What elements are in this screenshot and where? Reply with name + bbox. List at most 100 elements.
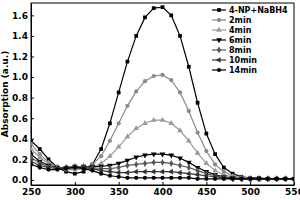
series-marker <box>283 177 287 181</box>
series-marker <box>195 150 201 155</box>
y-tick-label: 0.4 <box>12 134 28 144</box>
x-tick-label: 400 <box>154 187 173 197</box>
series-marker <box>178 90 182 94</box>
legend-label: 4min <box>229 26 252 35</box>
x-tick: 400 <box>154 182 173 197</box>
legend-label: 8min <box>229 46 252 55</box>
series-marker <box>292 177 294 181</box>
x-tick: 350 <box>110 182 129 197</box>
series-marker <box>63 165 68 171</box>
series-marker <box>274 177 278 181</box>
legend-marker <box>217 8 221 12</box>
x-tick: 300 <box>66 182 85 197</box>
series-line <box>31 120 294 179</box>
series-marker <box>266 177 270 181</box>
series-marker <box>292 177 294 181</box>
series-group <box>31 5 294 182</box>
x-tick-mark <box>119 182 120 185</box>
series-marker <box>187 164 191 171</box>
series-line <box>31 75 294 179</box>
series-marker <box>168 154 174 159</box>
legend-entry: 2min <box>212 16 252 25</box>
y-tick-mark <box>31 180 34 181</box>
series-marker <box>81 166 85 170</box>
series-marker <box>73 163 77 170</box>
series-marker <box>257 177 261 181</box>
series-line <box>31 154 294 179</box>
series-marker <box>187 109 191 113</box>
series-marker <box>169 78 173 82</box>
series-marker <box>125 133 131 138</box>
legend-marker <box>217 47 221 54</box>
y-tick-mark <box>31 36 34 37</box>
series-marker <box>283 177 287 181</box>
series-marker <box>125 162 129 169</box>
series-marker <box>150 169 155 175</box>
series-marker <box>143 79 147 83</box>
legend-label: 6min <box>229 36 252 45</box>
series-marker <box>204 132 208 136</box>
series-marker <box>168 120 174 125</box>
legend-entry: 8min <box>212 46 252 55</box>
series-line <box>31 157 294 179</box>
series-marker <box>38 165 42 169</box>
series-marker <box>90 168 94 172</box>
y-tick-label: 0.8 <box>12 93 28 103</box>
series-marker <box>133 169 138 175</box>
series-marker <box>160 159 164 166</box>
series-marker <box>143 16 147 20</box>
x-tick-mark <box>206 182 207 185</box>
series-marker <box>177 127 183 132</box>
series-marker <box>161 5 165 9</box>
series-marker <box>213 152 217 156</box>
series-marker <box>169 13 173 17</box>
series-marker <box>152 74 156 78</box>
y-tick-mark <box>31 15 34 16</box>
x-tick-label: 250 <box>22 187 41 197</box>
x-tick-label: 300 <box>66 187 85 197</box>
y-tick-mark <box>31 118 34 119</box>
series-marker <box>187 65 191 69</box>
legend-entry: 4min <box>212 26 252 35</box>
series-marker <box>177 157 183 162</box>
series-marker <box>117 91 121 95</box>
series-marker <box>160 117 166 122</box>
y-tick-label: 1.6 <box>12 11 28 21</box>
series-marker <box>248 177 252 181</box>
series-marker <box>212 167 218 172</box>
series-marker <box>31 162 33 166</box>
x-tick-mark <box>75 182 76 185</box>
y-tick-label: 1.0 <box>12 72 28 82</box>
series-marker <box>133 125 139 130</box>
series-marker <box>169 160 173 167</box>
series-marker <box>99 172 103 176</box>
series-marker <box>37 154 43 159</box>
legend-label: 14min <box>229 66 257 75</box>
series-marker <box>133 156 139 161</box>
y-tick: 1.6 <box>12 11 34 21</box>
legend-entry: 14min <box>212 66 257 75</box>
series-marker <box>31 146 34 151</box>
series-marker <box>31 142 33 146</box>
y-tick: 1.2 <box>12 52 34 62</box>
y-tick: 0.6 <box>12 114 34 124</box>
series-marker <box>134 176 138 180</box>
x-tick-label: 350 <box>110 187 129 197</box>
chart: 2503003504004505005500.00.20.40.60.81.01… <box>0 0 300 200</box>
series-marker <box>64 166 68 170</box>
series-marker <box>230 176 236 181</box>
y-tick: 0.2 <box>12 155 34 165</box>
legend-marker <box>216 27 222 32</box>
series-marker <box>115 170 120 176</box>
series-marker <box>125 104 129 108</box>
series-marker <box>99 147 103 151</box>
legend-marker <box>216 57 221 63</box>
series-marker <box>143 176 147 180</box>
y-axis-title: Absorption (a.u.) <box>0 51 10 137</box>
series-marker <box>203 160 209 165</box>
series-marker <box>107 169 112 175</box>
series-marker <box>168 169 173 175</box>
series-marker <box>126 60 130 64</box>
series-marker <box>117 121 121 125</box>
series-marker <box>117 175 121 179</box>
